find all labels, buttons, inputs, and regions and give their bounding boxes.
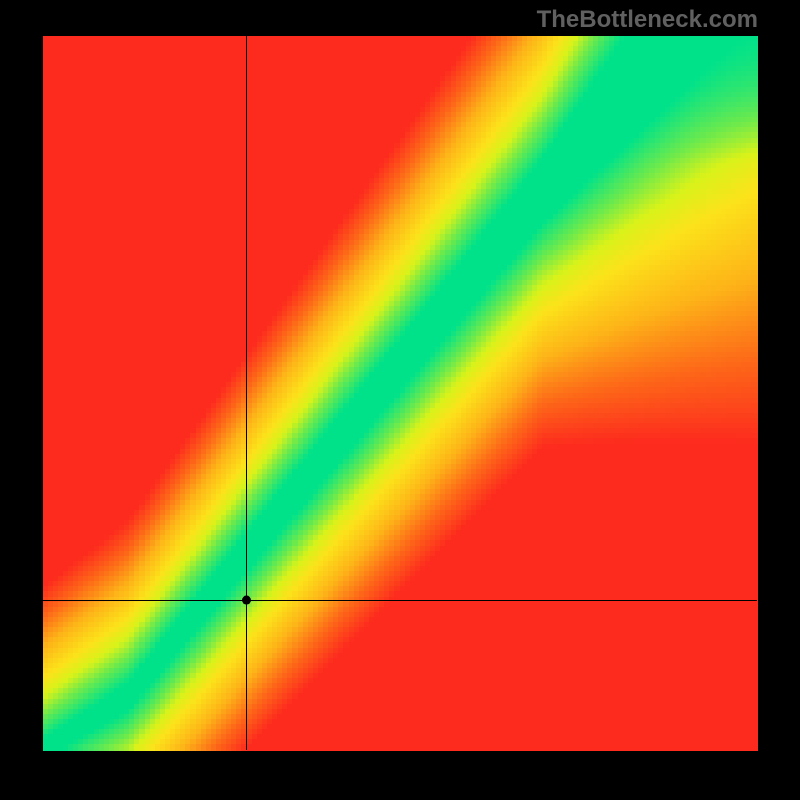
watermark-text: TheBottleneck.com <box>537 6 758 34</box>
bottleneck-heatmap <box>0 0 800 800</box>
